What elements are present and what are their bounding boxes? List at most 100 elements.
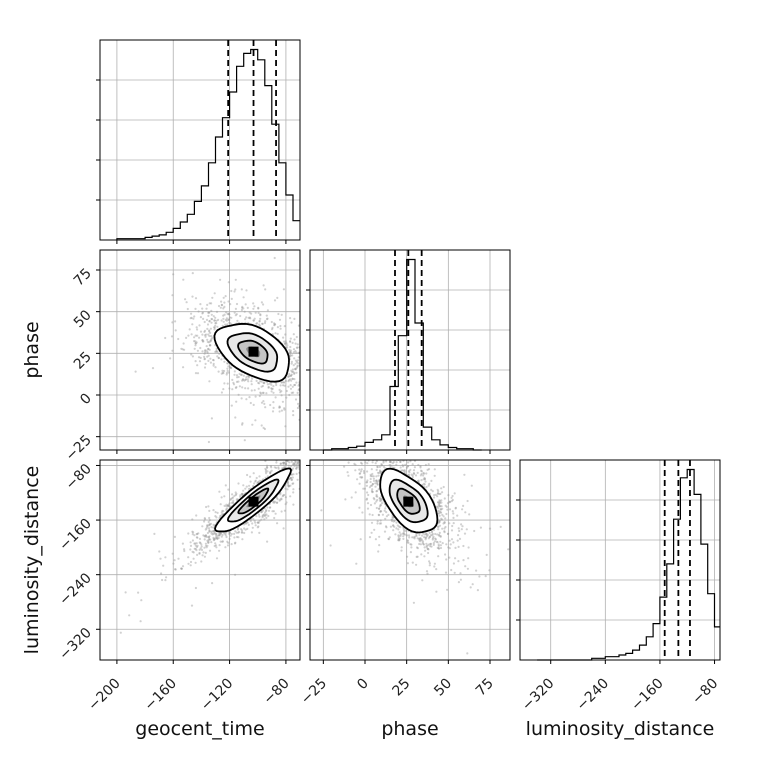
sample-point [324, 457, 326, 459]
sample-point [203, 355, 206, 358]
sample-point [440, 518, 444, 521]
sample-point [240, 528, 243, 531]
sample-point [199, 547, 202, 550]
sample-point [362, 487, 365, 490]
sample-point [391, 518, 394, 521]
sample-point [459, 578, 462, 581]
sample-point [371, 482, 374, 486]
sample-point [291, 473, 294, 476]
sample-point [292, 364, 295, 367]
sample-point [211, 533, 214, 536]
sample-point [231, 493, 234, 496]
sample-point [285, 501, 288, 504]
sample-point [406, 539, 409, 542]
sample-point [445, 505, 448, 508]
sample-point [379, 522, 383, 525]
sample-point [380, 498, 383, 501]
sample-point [209, 331, 212, 334]
sample-point [293, 357, 296, 360]
sample-point [409, 468, 412, 471]
sample-point [275, 501, 279, 504]
sample-point [283, 342, 287, 345]
sample-point [429, 534, 433, 537]
sample-point [424, 538, 427, 541]
sample-point [252, 307, 255, 310]
sample-point [162, 564, 165, 567]
sample-point [239, 495, 242, 498]
sample-point [415, 534, 418, 538]
sample-point [273, 256, 276, 260]
sample-point [294, 368, 297, 371]
sample-point [295, 371, 298, 374]
sample-point [376, 471, 380, 474]
sample-point [391, 516, 394, 519]
phase-ytick-label-3: 50 [71, 307, 95, 331]
sample-point [196, 364, 199, 367]
sample-point [399, 533, 402, 536]
sample-point [158, 550, 161, 553]
sample-point [379, 470, 382, 473]
sample-point [261, 515, 264, 518]
sample-point [308, 455, 310, 457]
sample-point [419, 540, 422, 543]
sample-point [265, 464, 269, 467]
sample-point [376, 465, 379, 468]
sample-point [196, 334, 199, 337]
sample-point [190, 333, 193, 336]
sample-point [433, 474, 436, 477]
sample-point [295, 351, 298, 354]
sample-point [293, 462, 296, 465]
sample-point [398, 525, 401, 528]
sample-point [228, 532, 232, 535]
sample-point [287, 375, 290, 378]
sample-point [448, 547, 451, 550]
sample-point [282, 288, 285, 291]
sample-point [391, 462, 394, 465]
sample-point [289, 476, 293, 479]
sample-point [224, 295, 227, 298]
sample-point [385, 526, 388, 529]
sample-point [273, 323, 276, 326]
sample-point [258, 319, 261, 322]
sample-point [365, 481, 368, 484]
sample-point [466, 567, 469, 570]
sample-point [439, 535, 442, 538]
sample-point [447, 532, 450, 536]
sample-point [378, 499, 382, 502]
sample-point [300, 327, 302, 329]
sample-point [287, 464, 290, 467]
sample-point [258, 324, 262, 327]
sample-point [234, 307, 237, 310]
sample-point [356, 478, 359, 481]
sample-point [425, 532, 428, 535]
sample-point [428, 562, 431, 565]
sample-point [250, 389, 253, 392]
sample-point [252, 319, 255, 322]
sample-point [229, 366, 232, 369]
sample-point [293, 317, 296, 320]
sample-point [466, 652, 469, 655]
sample-point [235, 386, 238, 389]
sample-point [291, 368, 294, 371]
sample-point [210, 417, 213, 420]
sample-point [193, 340, 196, 343]
sample-point [245, 485, 248, 488]
sample-point [291, 370, 294, 373]
sample-point [221, 540, 224, 543]
sample-point [420, 479, 423, 482]
sample-point [192, 531, 195, 534]
sample-point [252, 517, 255, 520]
sample-point [201, 312, 204, 315]
sample-point [409, 551, 412, 554]
sample-point [416, 471, 419, 474]
sample-point [379, 458, 381, 460]
sample-point [275, 496, 278, 499]
sample-point [245, 398, 248, 401]
sample-point [297, 351, 300, 354]
sample-point [453, 571, 456, 574]
sample-point [301, 365, 303, 367]
sample-point [302, 474, 304, 476]
sample-point [297, 466, 300, 469]
sample-point [153, 532, 156, 536]
sample-point [273, 322, 276, 325]
